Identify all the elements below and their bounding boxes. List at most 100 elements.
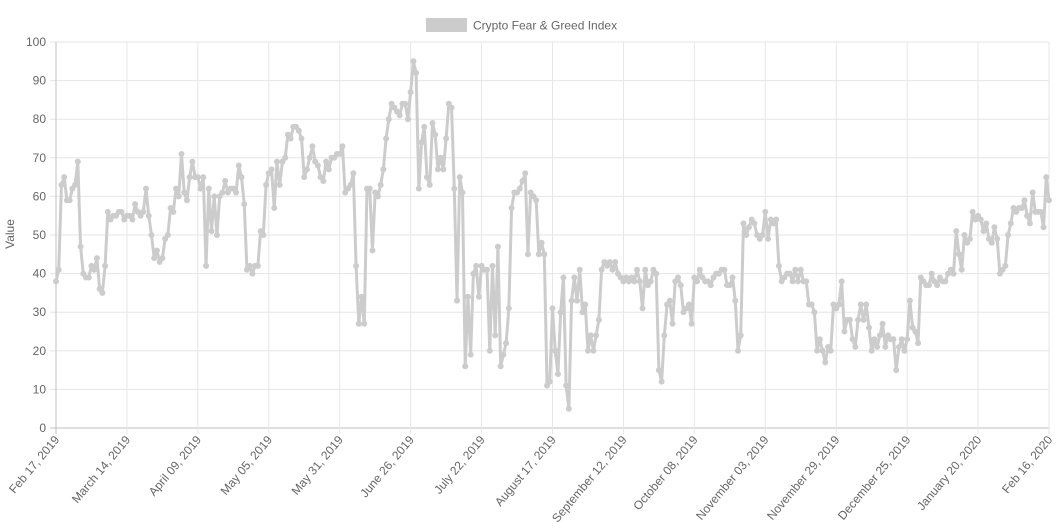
data-point[interactable]	[958, 266, 965, 273]
data-point[interactable]	[374, 193, 381, 200]
data-point[interactable]	[238, 174, 245, 181]
data-point[interactable]	[173, 185, 180, 192]
data-point[interactable]	[868, 347, 875, 354]
data-point[interactable]	[503, 340, 510, 347]
data-point[interactable]	[325, 166, 332, 173]
data-point[interactable]	[827, 347, 834, 354]
data-point[interactable]	[563, 382, 570, 389]
data-point[interactable]	[241, 201, 248, 208]
data-point[interactable]	[765, 235, 772, 242]
data-point[interactable]	[636, 278, 643, 285]
data-point[interactable]	[1021, 197, 1028, 204]
data-point[interactable]	[443, 135, 450, 142]
data-point[interactable]	[533, 197, 540, 204]
data-point[interactable]	[1043, 174, 1050, 181]
data-point[interactable]	[560, 274, 567, 281]
data-point[interactable]	[516, 185, 523, 192]
data-point[interactable]	[426, 181, 433, 188]
data-point[interactable]	[164, 232, 171, 238]
data-point[interactable]	[200, 174, 207, 181]
data-point[interactable]	[74, 158, 81, 165]
data-point[interactable]	[235, 162, 242, 169]
data-point[interactable]	[557, 309, 564, 316]
data-point[interactable]	[631, 278, 638, 285]
data-point[interactable]	[655, 367, 662, 374]
data-point[interactable]	[85, 274, 92, 281]
data-point[interactable]	[320, 177, 327, 184]
data-point[interactable]	[740, 220, 747, 227]
data-point[interactable]	[549, 305, 556, 312]
data-point[interactable]	[874, 343, 881, 350]
legend[interactable]: Crypto Fear & Greed Index	[426, 18, 617, 33]
data-point[interactable]	[361, 320, 368, 327]
data-point[interactable]	[928, 270, 935, 277]
data-point[interactable]	[396, 112, 403, 119]
data-point[interactable]	[421, 123, 428, 130]
data-point[interactable]	[151, 255, 158, 262]
data-point[interactable]	[759, 232, 766, 238]
data-point[interactable]	[647, 278, 654, 285]
data-point[interactable]	[175, 193, 182, 200]
data-point[interactable]	[336, 150, 343, 157]
data-point[interactable]	[72, 181, 79, 188]
legend-swatch[interactable]	[426, 18, 467, 32]
data-point[interactable]	[803, 278, 810, 285]
data-point[interactable]	[890, 336, 897, 343]
data-point[interactable]	[871, 336, 878, 343]
data-point[interactable]	[66, 197, 73, 204]
data-point[interactable]	[579, 309, 586, 316]
data-point[interactable]	[1024, 212, 1031, 219]
data-point[interactable]	[568, 297, 575, 304]
data-point[interactable]	[456, 174, 463, 181]
data-point[interactable]	[459, 189, 466, 196]
data-point[interactable]	[814, 347, 821, 354]
data-point[interactable]	[415, 185, 422, 192]
data-point[interactable]	[789, 278, 796, 285]
data-point[interactable]	[347, 181, 354, 188]
data-point[interactable]	[219, 189, 226, 196]
data-point[interactable]	[303, 166, 310, 173]
data-point[interactable]	[508, 204, 515, 211]
data-point[interactable]	[246, 262, 253, 269]
data-point[interactable]	[451, 185, 458, 192]
data-point[interactable]	[1007, 220, 1014, 227]
data-point[interactable]	[145, 212, 152, 219]
data-point[interactable]	[263, 181, 270, 188]
data-point[interactable]	[606, 259, 613, 266]
data-point[interactable]	[811, 309, 818, 316]
data-point[interactable]	[590, 347, 597, 354]
data-point[interactable]	[852, 343, 859, 350]
data-point[interactable]	[118, 208, 125, 215]
data-point[interactable]	[467, 351, 474, 358]
data-point[interactable]	[666, 297, 673, 304]
data-point[interactable]	[369, 247, 376, 254]
data-point[interactable]	[233, 189, 240, 196]
data-point[interactable]	[522, 170, 529, 177]
data-point[interactable]	[222, 177, 229, 184]
data-point[interactable]	[314, 162, 321, 169]
data-point[interactable]	[860, 316, 867, 323]
data-point[interactable]	[323, 158, 330, 165]
data-point[interactable]	[489, 262, 496, 269]
data-point[interactable]	[1037, 208, 1044, 215]
data-point[interactable]	[273, 158, 280, 165]
data-point[interactable]	[634, 266, 641, 273]
data-point[interactable]	[91, 266, 98, 273]
data-point[interactable]	[966, 235, 973, 242]
data-point[interactable]	[906, 297, 913, 304]
data-point[interactable]	[454, 297, 461, 304]
data-point[interactable]	[639, 305, 646, 312]
data-point[interactable]	[140, 208, 147, 215]
data-point[interactable]	[205, 185, 212, 192]
data-point[interactable]	[410, 58, 417, 65]
data-point[interactable]	[685, 301, 692, 308]
data-point[interactable]	[876, 332, 883, 339]
data-point[interactable]	[955, 251, 962, 258]
data-point[interactable]	[383, 135, 390, 142]
data-point[interactable]	[593, 332, 600, 339]
data-point[interactable]	[901, 347, 908, 354]
data-point[interactable]	[792, 266, 799, 273]
data-point[interactable]	[429, 120, 436, 127]
data-point[interactable]	[554, 370, 561, 377]
data-point[interactable]	[484, 266, 491, 273]
